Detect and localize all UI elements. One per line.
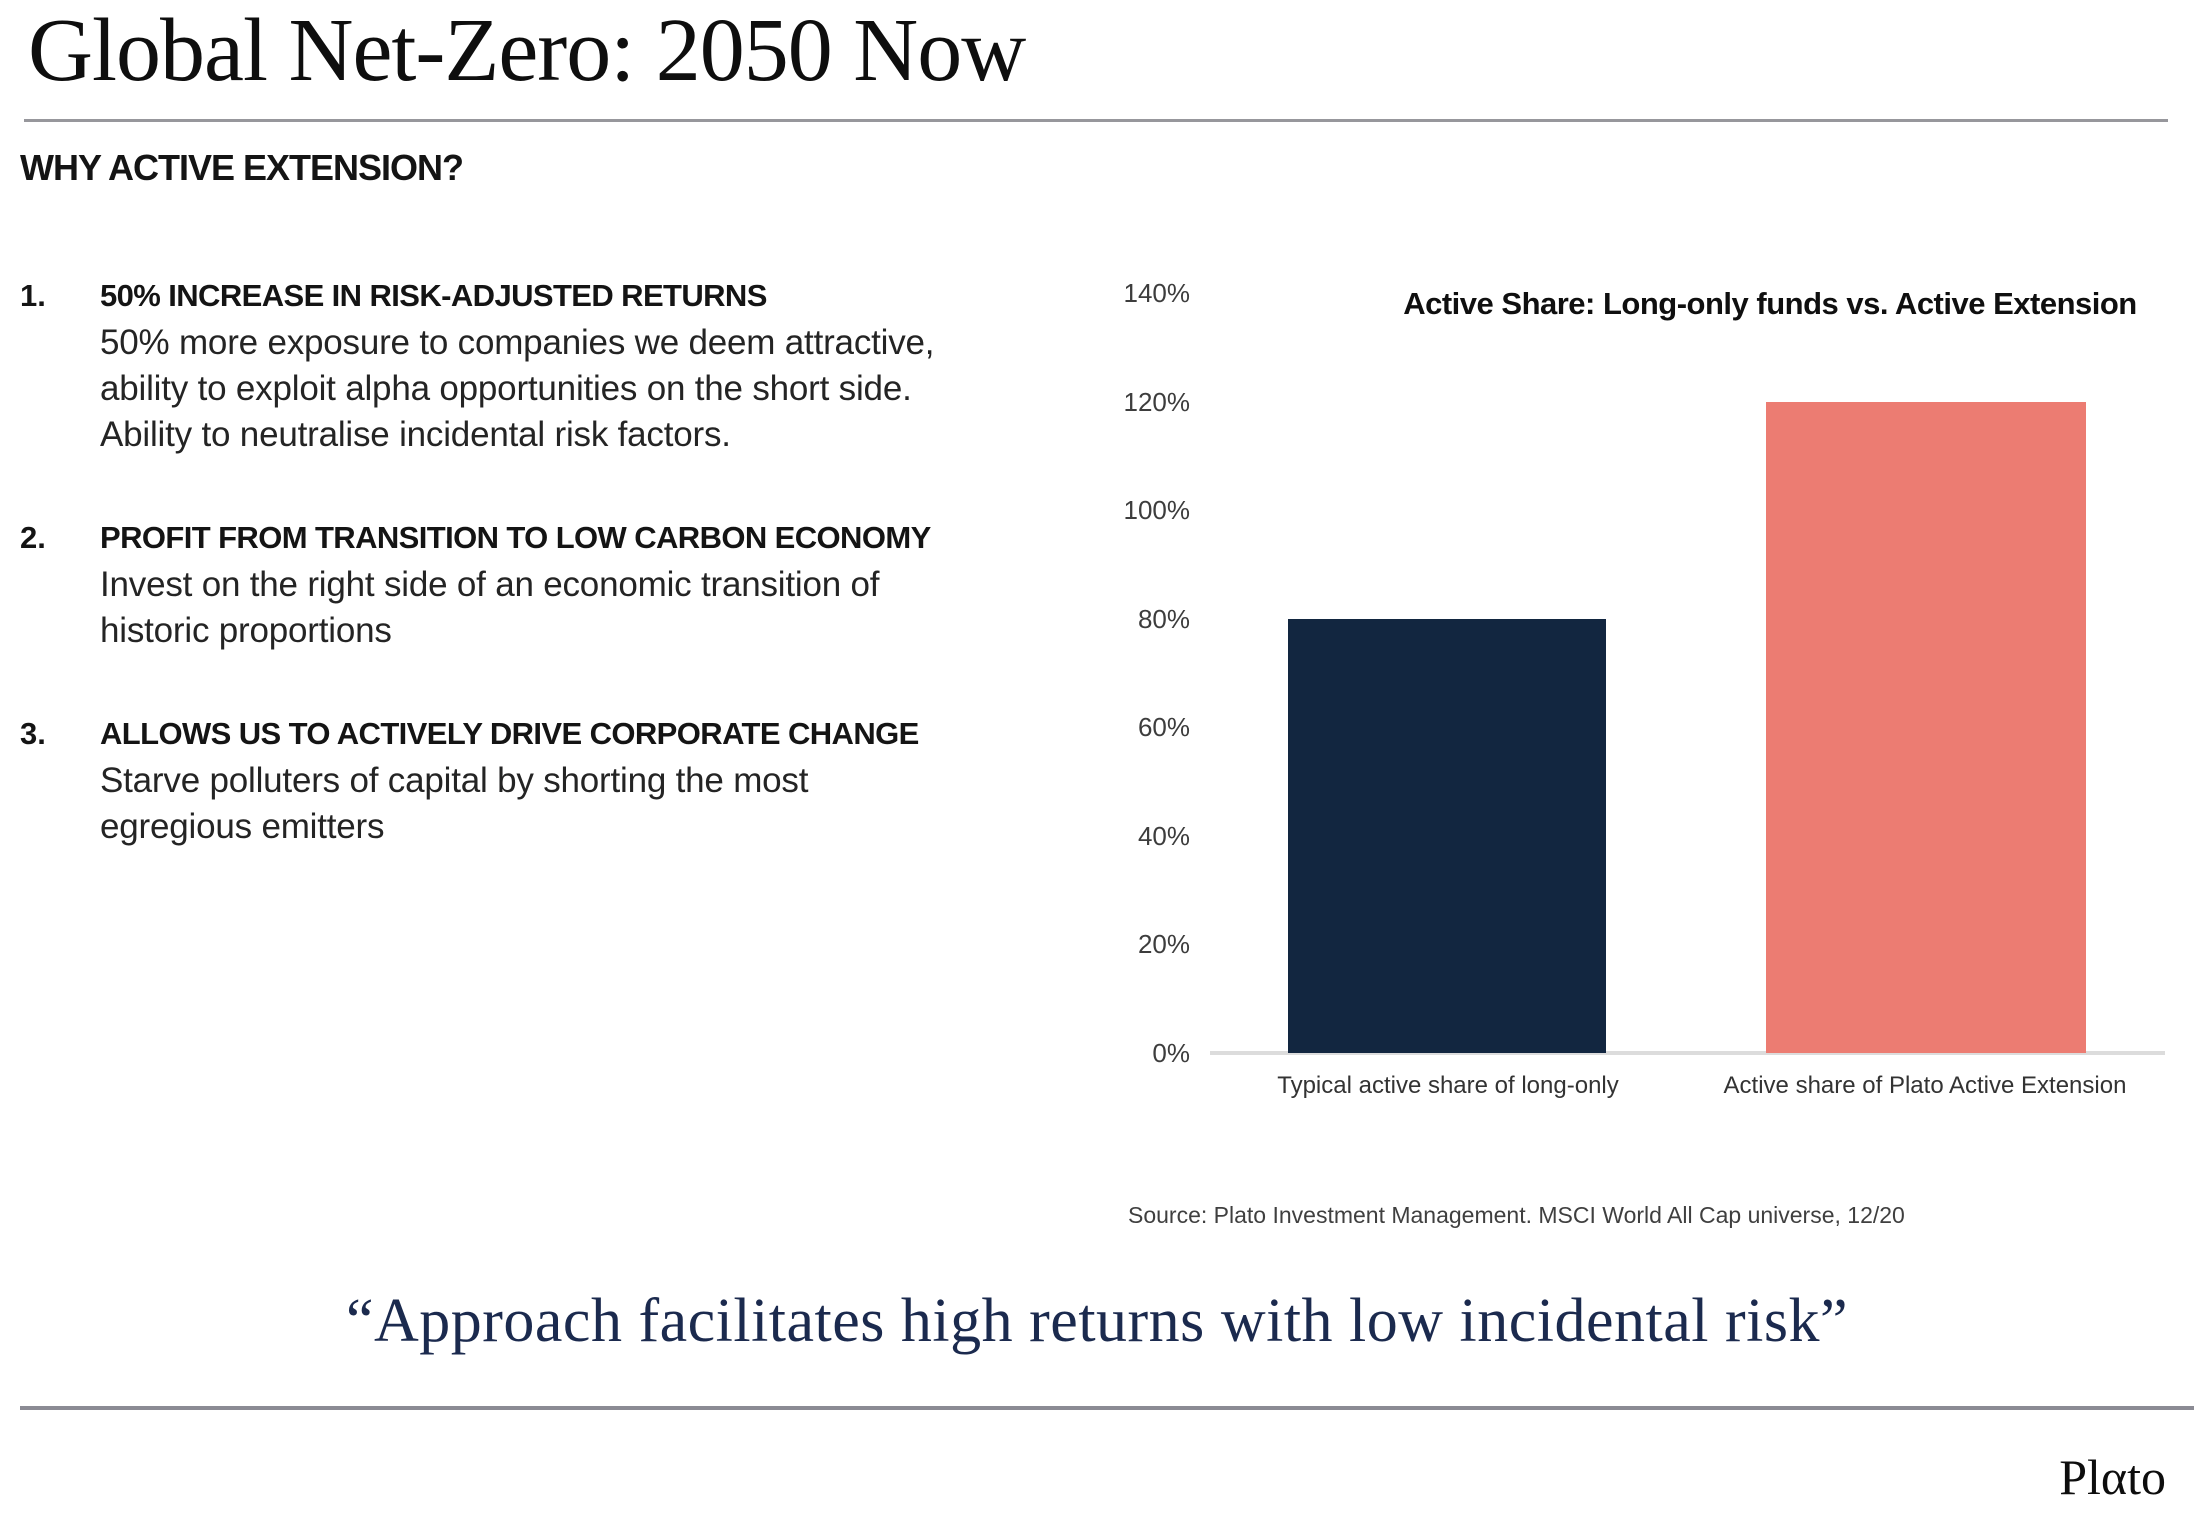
y-tick-label: 20% bbox=[1137, 929, 1190, 960]
list-item-body: Starve polluters of capital by shorting … bbox=[100, 761, 809, 846]
category-label-long-only: Typical active share of long-only bbox=[1277, 1072, 1619, 1099]
list-item-title: 50% INCREASE IN RISK-ADJUSTED RETURNS bbox=[100, 278, 767, 313]
y-tick-label: 40% bbox=[1137, 820, 1190, 851]
bar-plato-active-extension bbox=[1766, 401, 2086, 1053]
list-item-content: 50% INCREASE IN RISK-ADJUSTED RETURNS 50… bbox=[100, 276, 1120, 458]
title-divider bbox=[24, 119, 2168, 122]
bar-typical-long-only bbox=[1288, 618, 1606, 1053]
plato-logo: Plαto bbox=[2059, 1449, 2166, 1505]
category-label-active-extension: Active share of Plato Active Extension bbox=[1723, 1072, 2127, 1099]
list-item-title: ALLOWS US TO ACTIVELY DRIVE CORPORATE CH… bbox=[100, 716, 919, 751]
numbered-list: 1. 50% INCREASE IN RISK-ADJUSTED RETURNS… bbox=[20, 276, 1120, 910]
list-item-body: 50% more exposure to companies we deem a… bbox=[100, 323, 935, 454]
list-item-number: 1. bbox=[20, 278, 46, 313]
list-item-number: 2. bbox=[20, 520, 46, 555]
page-title: Global Net-Zero: 2050 Now bbox=[28, 1, 1026, 100]
chart-y-axis: 0% 20% 40% 60% 80% 100% 120% 140% bbox=[1040, 0, 1191, 1100]
list-item-title: PROFIT FROM TRANSITION TO LOW CARBON ECO… bbox=[100, 520, 931, 555]
chart-title: Active Share: Long-only funds vs. Active… bbox=[1403, 286, 2137, 321]
y-tick-label: 100% bbox=[1123, 495, 1191, 526]
y-tick-label: 0% bbox=[1152, 1038, 1190, 1068]
list-item-content: ALLOWS US TO ACTIVELY DRIVE CORPORATE CH… bbox=[100, 714, 1120, 850]
quote-text: “Approach facilitates high returns with … bbox=[345, 1287, 1849, 1355]
chart-baseline bbox=[1210, 1051, 2165, 1055]
footer-divider bbox=[20, 1406, 2194, 1410]
y-tick-label: 120% bbox=[1123, 386, 1191, 417]
y-tick-label: 60% bbox=[1137, 712, 1190, 743]
list-item-content: PROFIT FROM TRANSITION TO LOW CARBON ECO… bbox=[100, 518, 1120, 654]
section-heading: WHY ACTIVE EXTENSION? bbox=[20, 147, 464, 188]
y-tick-label: 80% bbox=[1137, 603, 1190, 634]
list-item: 3. ALLOWS US TO ACTIVELY DRIVE CORPORATE… bbox=[20, 714, 1120, 850]
list-item-number: 3. bbox=[20, 716, 46, 751]
list-item-body: Invest on the right side of an economic … bbox=[100, 565, 880, 650]
y-tick-label: 140% bbox=[1123, 278, 1191, 308]
chart-source-note: Source: Plato Investment Management. MSC… bbox=[1128, 1202, 1905, 1228]
list-item: 2. PROFIT FROM TRANSITION TO LOW CARBON … bbox=[20, 518, 1120, 654]
list-item: 1. 50% INCREASE IN RISK-ADJUSTED RETURNS… bbox=[20, 276, 1120, 458]
